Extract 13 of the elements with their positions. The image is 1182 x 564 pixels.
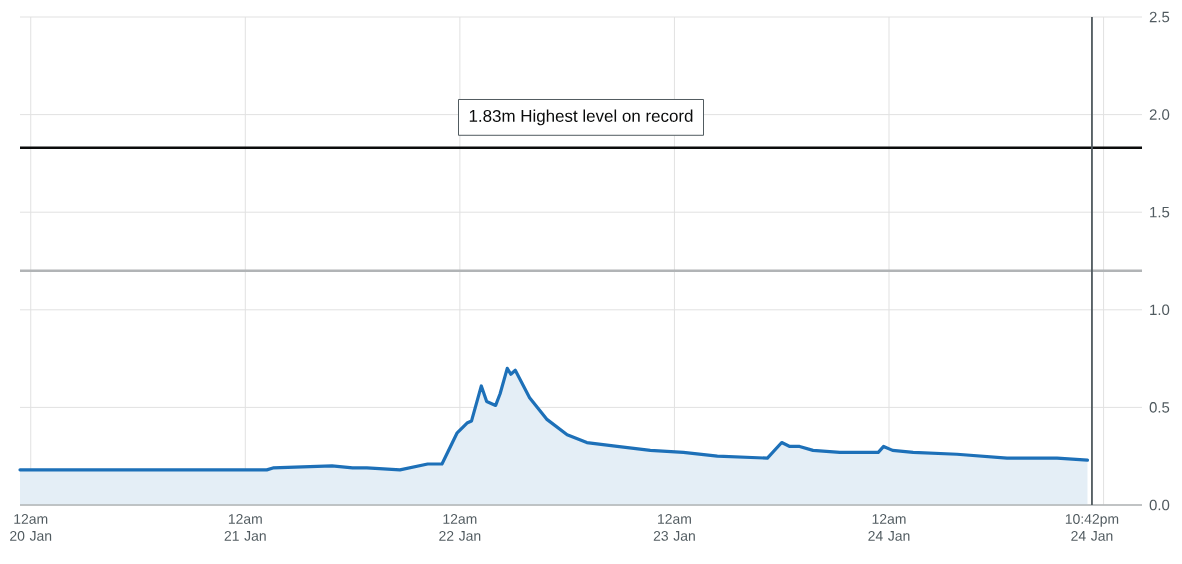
x-tick-label: 12am 21 Jan xyxy=(224,514,266,541)
x-tick-label: 12am 20 Jan xyxy=(10,514,52,541)
y-tick-label: 1.5 xyxy=(1150,206,1170,218)
ref-line-label: 1.83m Highest level on record xyxy=(469,109,693,126)
y-tick-label: 0.5 xyxy=(1149,402,1170,413)
y-tick-label: 0.0 xyxy=(1149,499,1170,511)
y-tick-label: 1.0 xyxy=(1150,304,1170,316)
x-tick-label: 12am 23 Jan xyxy=(653,514,695,541)
y-tick-label: 2.0 xyxy=(1149,109,1170,120)
x-tick-label: 12am 24 Jan xyxy=(868,514,910,541)
x-tick-label: 10:42pm 24 Jan xyxy=(1065,514,1119,541)
x-tick-label: 12am 22 Jan xyxy=(439,514,481,541)
y-tick-label: 2.5 xyxy=(1149,11,1170,23)
